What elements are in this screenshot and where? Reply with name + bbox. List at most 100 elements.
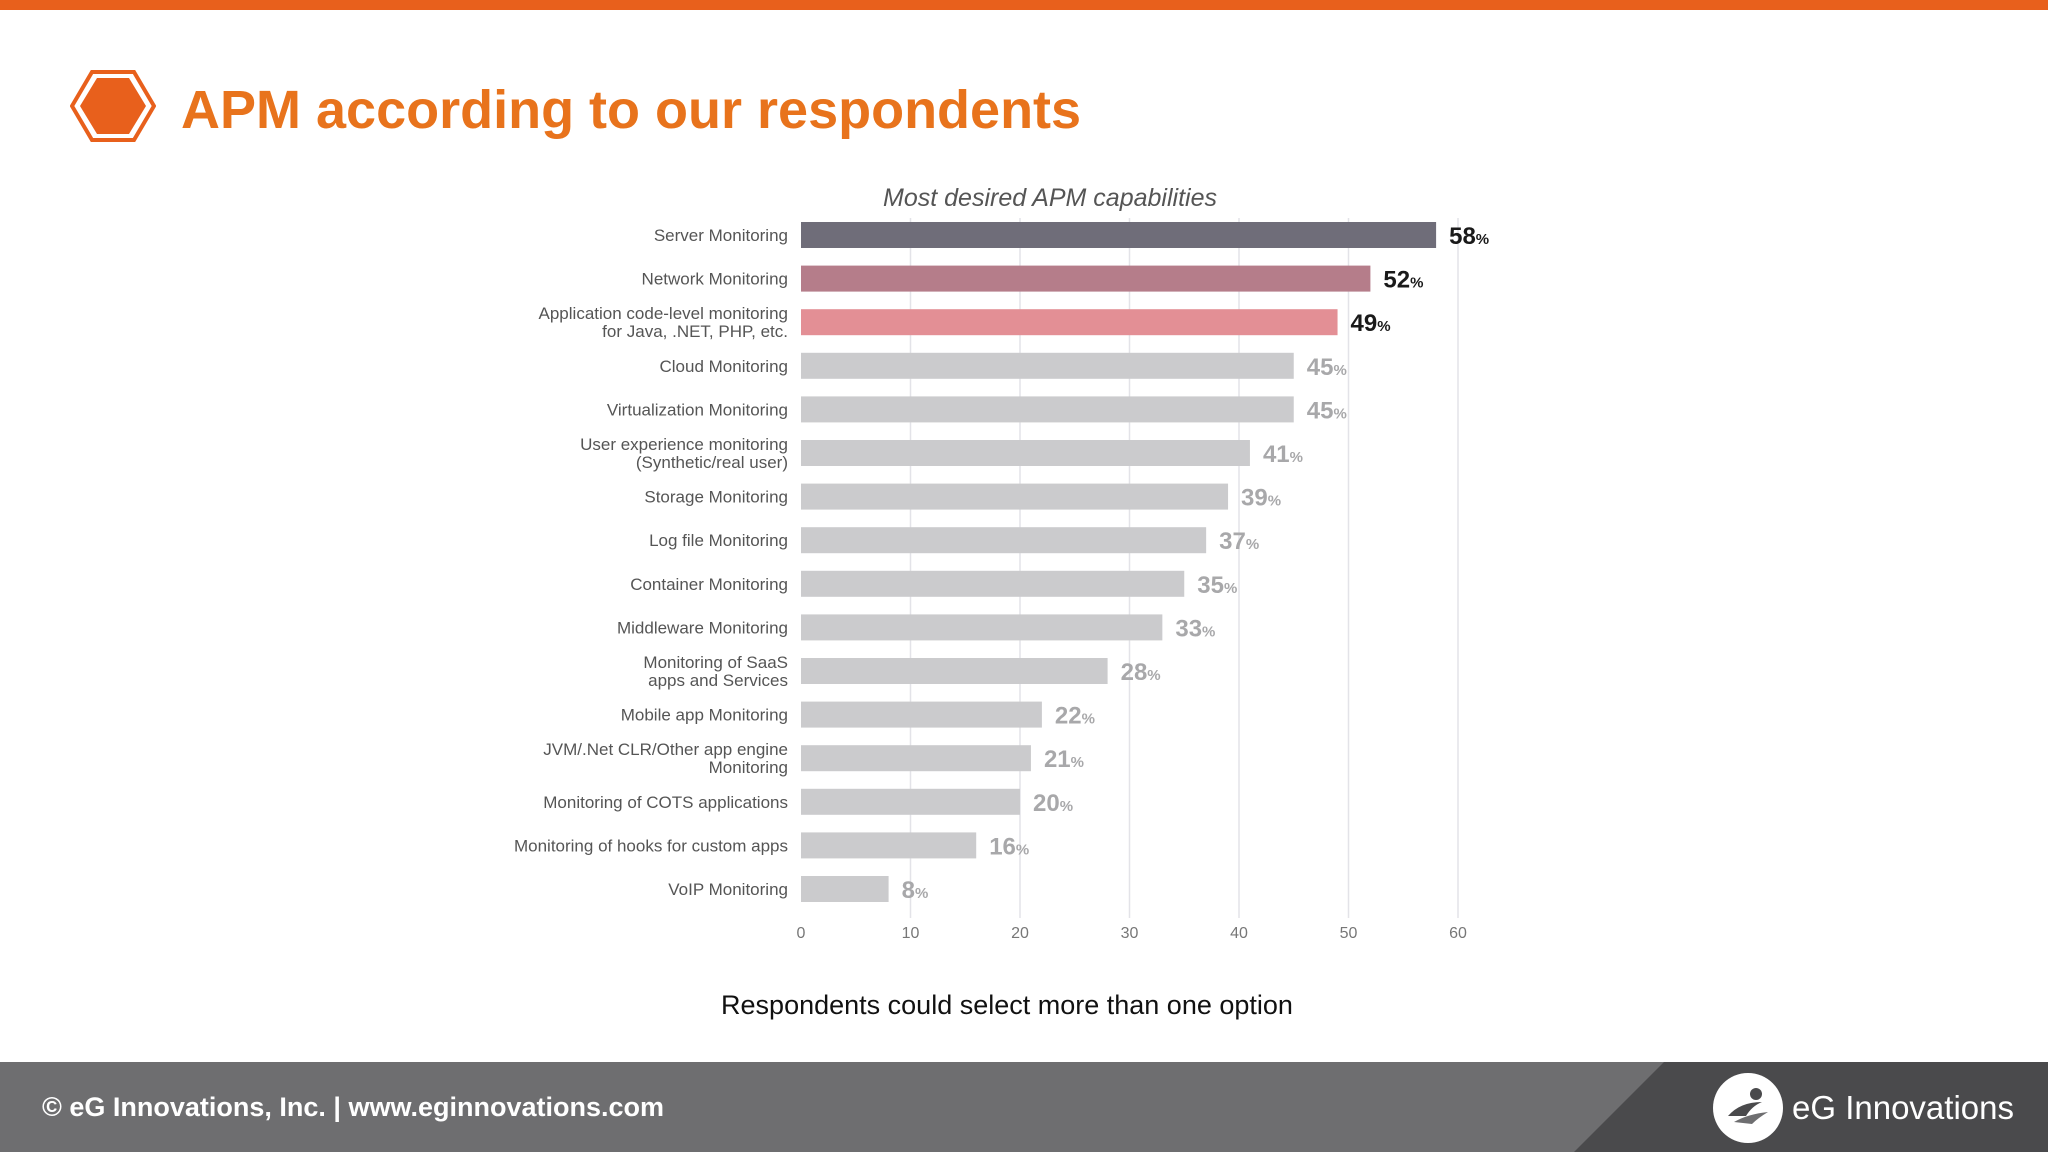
value-number: 35 — [1197, 572, 1224, 599]
category-label: Cloud Monitoring — [659, 357, 788, 376]
value-number: 52 — [1383, 267, 1410, 294]
category-label: Virtualization Monitoring — [607, 400, 788, 419]
bar — [801, 265, 1371, 292]
value-number: 49 — [1351, 310, 1378, 337]
eg-logo-icon — [1713, 1073, 1783, 1143]
category-label: Server Monitoring — [654, 226, 788, 245]
x-tick-label: 50 — [1340, 925, 1358, 942]
category-label: Storage Monitoring — [644, 488, 788, 507]
value-suffix: % — [1377, 318, 1390, 335]
value-label: 35% — [1197, 572, 1237, 599]
value-label: 20% — [1033, 790, 1073, 817]
top-accent-bar — [0, 0, 2048, 10]
bar — [801, 309, 1338, 336]
value-suffix: % — [1246, 536, 1259, 553]
value-suffix: % — [1147, 667, 1160, 684]
bar — [801, 658, 1108, 684]
x-tick-label: 30 — [1121, 925, 1139, 942]
value-label: 37% — [1219, 528, 1259, 555]
value-label: 52% — [1383, 267, 1423, 294]
bar — [801, 832, 977, 859]
category-label: Log file Monitoring — [649, 531, 788, 550]
value-number: 41 — [1263, 441, 1290, 468]
footer-copyright: © eG Innovations, Inc. | www.eginnovatio… — [42, 1092, 665, 1122]
footer-logo-panel — [1574, 1062, 2048, 1152]
chart-x-axis-ticks: 0 10 20 30 40 50 60 — [797, 925, 1467, 942]
value-suffix: % — [1060, 798, 1073, 815]
chart-value-labels: 58%52%49%45%45%41%39%37%35%33%28%22%21%2… — [902, 223, 1490, 904]
category-label: Middleware Monitoring — [617, 618, 788, 637]
bar — [801, 483, 1229, 510]
chart-bars — [801, 222, 1437, 902]
slide-title: APM according to our respondents — [181, 80, 1082, 140]
category-label: Monitoring of SaaS — [643, 653, 788, 672]
value-label: 41% — [1263, 441, 1303, 468]
category-label: JVM/.Net CLR/Other app engine — [543, 740, 788, 759]
chart-title: Most desired APM capabilities — [883, 184, 1217, 212]
footer-brand-name: eG Innovations — [1792, 1089, 2014, 1126]
category-label: User experience monitoring — [580, 435, 788, 454]
value-suffix: % — [1333, 362, 1346, 379]
category-label: for Java, .NET, PHP, etc. — [602, 322, 788, 341]
value-number: 45 — [1307, 397, 1334, 424]
category-label: Monitoring — [709, 758, 788, 777]
value-number: 37 — [1219, 528, 1246, 555]
value-label: 58% — [1449, 223, 1489, 250]
value-suffix: % — [1476, 231, 1489, 248]
x-tick-label: 20 — [1011, 925, 1029, 942]
chart-category-labels: Server Monitoring Network Monitoring Appli… — [514, 226, 788, 899]
value-suffix: % — [1290, 449, 1303, 466]
bar — [801, 788, 1020, 815]
value-suffix: % — [1268, 493, 1281, 510]
value-label: 16% — [989, 833, 1029, 860]
value-label: 49% — [1351, 310, 1391, 337]
value-suffix: % — [1202, 623, 1215, 640]
bar — [801, 745, 1031, 772]
value-number: 39 — [1241, 485, 1268, 512]
category-label: Mobile app Monitoring — [621, 706, 788, 725]
bar — [801, 570, 1185, 597]
value-label: 33% — [1175, 615, 1215, 642]
category-label: Application code-level monitoring — [539, 304, 788, 323]
value-label: 39% — [1241, 485, 1281, 512]
category-label: Monitoring of hooks for custom apps — [514, 836, 788, 855]
x-tick-label: 40 — [1230, 925, 1248, 942]
category-label: apps and Services — [648, 671, 788, 690]
value-suffix: % — [1224, 580, 1237, 597]
category-label: (Synthetic/real user) — [636, 453, 788, 472]
value-label: 22% — [1055, 703, 1095, 730]
chart-gridlines — [909, 218, 1459, 918]
footnote: Respondents could select more than one o… — [721, 990, 1293, 1020]
bar — [801, 352, 1294, 379]
value-suffix: % — [1082, 711, 1095, 728]
value-label: 28% — [1121, 659, 1161, 686]
x-tick-label: 0 — [797, 925, 806, 942]
category-label: VoIP Monitoring — [668, 880, 788, 899]
value-label: 45% — [1307, 354, 1347, 381]
value-number: 58 — [1449, 223, 1476, 250]
value-suffix: % — [915, 885, 928, 902]
value-label: 21% — [1044, 746, 1084, 773]
value-number: 28 — [1121, 659, 1148, 686]
bar — [801, 614, 1163, 641]
value-suffix: % — [1410, 275, 1423, 292]
bar — [801, 527, 1207, 554]
category-label: Container Monitoring — [630, 575, 788, 594]
value-suffix: % — [1333, 405, 1346, 422]
value-number: 8 — [902, 877, 915, 904]
value-number: 16 — [989, 833, 1016, 860]
bar — [801, 396, 1294, 423]
x-tick-label: 10 — [902, 925, 920, 942]
value-label: 45% — [1307, 397, 1347, 424]
value-number: 22 — [1055, 703, 1082, 730]
value-suffix: % — [1016, 841, 1029, 858]
value-label: 8% — [902, 877, 929, 904]
value-suffix: % — [1071, 754, 1084, 771]
category-label: Network Monitoring — [642, 270, 788, 289]
x-tick-label: 60 — [1449, 925, 1467, 942]
value-number: 45 — [1307, 354, 1334, 381]
hexagon-icon — [70, 70, 156, 142]
value-number: 20 — [1033, 790, 1060, 817]
value-number: 21 — [1044, 746, 1071, 773]
